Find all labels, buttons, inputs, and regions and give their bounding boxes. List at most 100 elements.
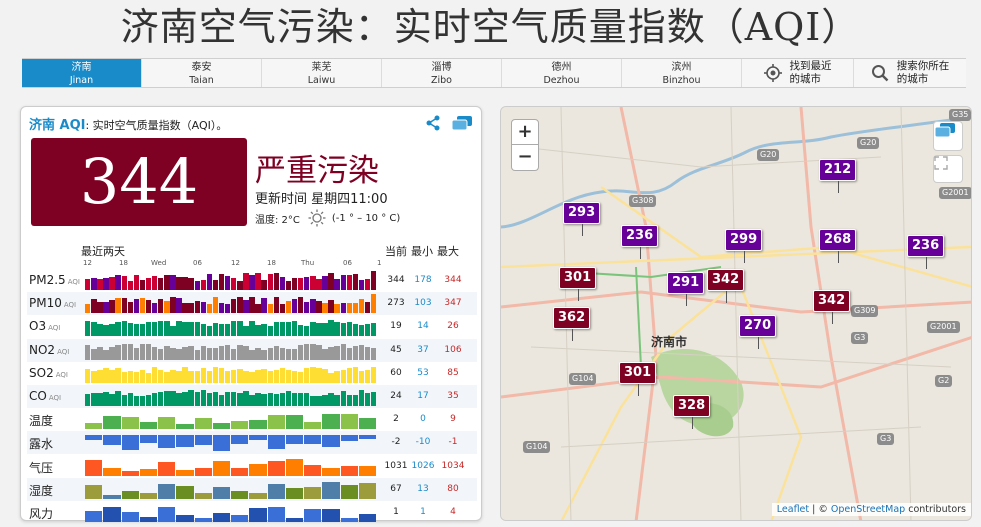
station-marker[interactable]: 212 bbox=[819, 159, 857, 193]
sparkline-bar bbox=[340, 518, 358, 522]
zoom-out-button[interactable]: − bbox=[511, 145, 539, 171]
tab-zh: 泰安 bbox=[191, 62, 212, 73]
sparkline-bar bbox=[145, 322, 152, 337]
tab-zibo[interactable]: 淄博 Zibo bbox=[382, 59, 502, 87]
sparkline-bar bbox=[328, 372, 334, 383]
sparkline-bar bbox=[231, 514, 249, 522]
nearest-button[interactable]: 找到最近 的城市 bbox=[742, 59, 854, 87]
fullscreen-button[interactable] bbox=[933, 155, 963, 183]
station-marker[interactable]: 236 bbox=[621, 225, 659, 259]
tab-taian[interactable]: 泰安 Taian bbox=[142, 59, 262, 87]
min-value: 1026 bbox=[411, 460, 435, 471]
station-marker[interactable]: 268 bbox=[819, 229, 857, 263]
station-marker[interactable]: 362 bbox=[553, 307, 591, 341]
sparkline-bar bbox=[316, 279, 322, 290]
sparkline-bar bbox=[145, 278, 152, 290]
sparkline-bar bbox=[176, 371, 182, 383]
map-panel[interactable]: + − G35 G20 G20 G2001 G308 G3 G309 G2001 G104 G2 G… bbox=[500, 106, 972, 521]
pollutant-row[interactable]: PM2.5 AQI 344 178 344 bbox=[27, 269, 477, 292]
sparkline-bar bbox=[224, 344, 231, 360]
sparkline-bar bbox=[115, 345, 121, 360]
pollutant-row[interactable]: PM10 AQI 273 103 347 bbox=[27, 292, 477, 316]
pollutant-name: CO AQI bbox=[29, 389, 61, 403]
station-marker[interactable]: 293 bbox=[563, 202, 601, 236]
station-marker[interactable]: 299 bbox=[725, 229, 763, 263]
sparkline-bar bbox=[194, 322, 200, 337]
sparkline-bar bbox=[97, 301, 103, 314]
sparkline-bar bbox=[267, 483, 285, 499]
station-marker[interactable]: 236 bbox=[907, 235, 945, 269]
sparkline-bar bbox=[231, 420, 249, 430]
current-value: 19 bbox=[390, 321, 402, 332]
pollutant-row[interactable]: CO AQI 24 17 35 bbox=[27, 385, 477, 408]
tab-dezhou[interactable]: 德州 Dezhou bbox=[502, 59, 622, 87]
sparkline-bar bbox=[261, 280, 267, 290]
tab-en: Binzhou bbox=[662, 75, 701, 86]
sparkline-bar bbox=[310, 298, 316, 314]
sparkline-bar bbox=[121, 491, 139, 499]
tab-jinan[interactable]: 济南 Jinan bbox=[22, 59, 142, 87]
sparkline-bar bbox=[194, 370, 200, 383]
max-value: 347 bbox=[444, 298, 462, 309]
station-marker[interactable]: 301 bbox=[619, 362, 657, 396]
tab-binzhou[interactable]: 滨州 Binzhou bbox=[622, 59, 742, 87]
pollutant-row[interactable]: SO2 AQI 60 53 85 bbox=[27, 362, 477, 385]
share-icon[interactable] bbox=[425, 115, 441, 131]
pollutant-row[interactable]: O3 AQI 19 14 26 bbox=[27, 315, 477, 338]
current-value: 1031 bbox=[384, 460, 408, 471]
x-tick: Wed bbox=[151, 259, 167, 267]
pollutant-row[interactable]: 温度 2 0 9 bbox=[27, 408, 477, 431]
sparkline-bar bbox=[188, 321, 194, 337]
layers-icon[interactable] bbox=[451, 115, 473, 131]
station-marker[interactable]: 342 bbox=[813, 290, 851, 324]
temperature-range: (-1 ° – 10 ° C) bbox=[331, 212, 401, 224]
sparkline-bar bbox=[194, 493, 212, 499]
sparkline-bar bbox=[194, 349, 200, 360]
station-marker[interactable]: 301 bbox=[559, 267, 597, 301]
sparkline-bar bbox=[340, 414, 358, 430]
sparkline-bar bbox=[243, 273, 249, 290]
tab-laiwu[interactable]: 莱芜 Laiwu bbox=[262, 59, 382, 87]
pollutant-row[interactable]: NO2 AQI 45 37 106 bbox=[27, 338, 477, 362]
sparkline-bar bbox=[370, 347, 377, 360]
station-marker[interactable]: 328 bbox=[673, 395, 711, 429]
station-marker[interactable]: 342 bbox=[707, 269, 745, 303]
pollutant-row[interactable]: 风力 1 1 4 bbox=[27, 501, 477, 524]
osm-link[interactable]: OpenStreetMap bbox=[830, 504, 906, 515]
road-shield: G20 bbox=[757, 149, 780, 161]
pollutant-name: 露水 bbox=[29, 435, 53, 452]
temperature-row: 温度: 2°C (-1 ° – 10 ° C) bbox=[255, 209, 400, 227]
pollutant-row[interactable]: 湿度 67 13 80 bbox=[27, 477, 477, 501]
sparkline-bar bbox=[255, 303, 261, 314]
pollutant-label: 湿度 bbox=[29, 483, 54, 498]
sparkline-bar bbox=[310, 395, 316, 406]
sparkline-bar bbox=[291, 277, 298, 290]
sparkline-bar bbox=[310, 367, 316, 383]
station-marker[interactable]: 270 bbox=[739, 315, 777, 349]
pollutant-row[interactable]: 露水 -2 -10 -1 bbox=[27, 431, 477, 455]
sparkline-bar bbox=[133, 323, 140, 337]
leaflet-link[interactable]: Leaflet bbox=[776, 504, 810, 515]
sparkline-bar bbox=[158, 435, 176, 448]
pollutant-name: NO2 AQI bbox=[29, 343, 69, 357]
sparkline-bar bbox=[127, 344, 134, 360]
layers-icon bbox=[934, 123, 955, 138]
sparkline-bar bbox=[285, 349, 292, 360]
zoom-in-button[interactable]: + bbox=[511, 119, 539, 145]
max-value: 1034 bbox=[441, 460, 465, 471]
city-name[interactable]: 济南 AQI bbox=[29, 118, 86, 133]
sparkline-bar bbox=[85, 279, 91, 290]
map-layers-button[interactable] bbox=[933, 121, 963, 151]
sparkline-bar bbox=[261, 394, 267, 406]
sparkline-bar bbox=[158, 484, 176, 499]
search-button[interactable]: 搜索你所在 的城市 bbox=[854, 59, 966, 87]
sparkline-bar bbox=[304, 465, 322, 476]
sparkline-bar bbox=[85, 485, 103, 499]
station-marker[interactable]: 291 bbox=[667, 272, 705, 306]
sparkline-bar bbox=[176, 469, 194, 476]
pollutant-row[interactable]: 气压 1031 1026 1034 bbox=[27, 455, 477, 478]
min-value: 103 bbox=[414, 298, 432, 309]
sparkline-bar bbox=[352, 303, 359, 314]
sparkline-bar bbox=[304, 301, 310, 314]
sparkline-bar bbox=[176, 393, 182, 406]
